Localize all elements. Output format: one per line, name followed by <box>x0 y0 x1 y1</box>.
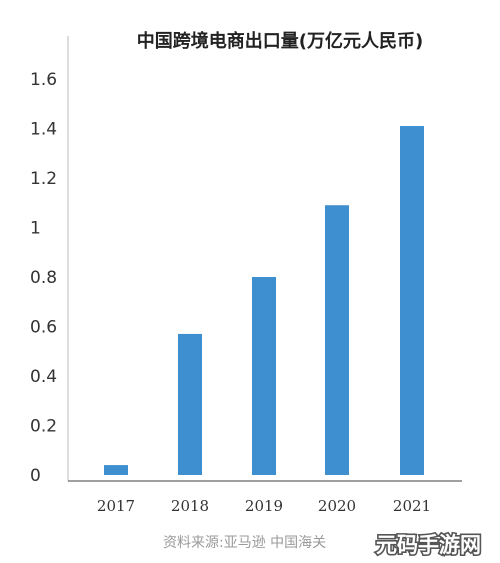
y-tick-label: 0.2 <box>30 417 57 437</box>
y-tick-label: 1.6 <box>30 70 57 90</box>
bars <box>104 126 424 476</box>
watermark-text: 元码手游网 <box>376 533 481 557</box>
y-tick-label: 0 <box>30 466 41 486</box>
y-tick-label: 0.6 <box>30 318 57 338</box>
x-tick-label: 2020 <box>318 497 356 515</box>
y-tick-labels: 0 0.2 0.4 0.6 0.8 1 1.2 1.4 1.6 <box>30 70 57 486</box>
bar-2018 <box>178 333 202 475</box>
source-note: 资料来源:亚马逊 中国海关 <box>163 535 326 551</box>
y-tick-label: 1 <box>30 219 41 239</box>
x-tick-labels: 2017 2018 2019 2020 2021 <box>97 497 431 515</box>
y-tick-label: 1.2 <box>30 169 57 189</box>
y-tick-label: 0.8 <box>30 268 57 288</box>
chart-title: 中国跨境电商出口量(万亿元人民币) <box>137 30 423 52</box>
y-tick-label: 1.4 <box>30 120 57 140</box>
axes-layer <box>67 36 462 482</box>
bar-2017 <box>104 465 128 475</box>
x-tick-label: 2017 <box>97 497 135 515</box>
x-tick-label: 2018 <box>171 497 209 515</box>
x-tick-label: 2021 <box>393 497 431 515</box>
bar-2019 <box>252 277 276 475</box>
y-tick-label: 0.4 <box>30 367 57 387</box>
bar-2021 <box>400 126 424 476</box>
bar-2020 <box>325 205 349 475</box>
x-tick-label: 2019 <box>245 497 283 515</box>
